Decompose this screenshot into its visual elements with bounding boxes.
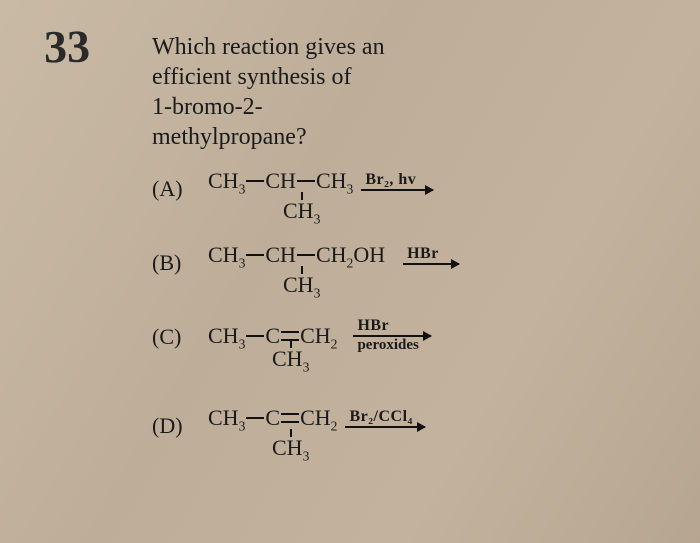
arrow-reagent: HBr xyxy=(353,318,393,335)
reaction-arrow: Br₂/CCl₄ xyxy=(345,409,425,428)
chem-sub: 3 xyxy=(303,448,310,463)
chem-text: CH xyxy=(283,272,314,297)
chem-text: CH xyxy=(283,198,314,223)
option-C-branch: CH3 xyxy=(272,340,309,370)
chem-sub: 3 xyxy=(347,181,354,196)
option-C: (C) CH3 C CH2 HBr peroxides CH3 xyxy=(152,318,672,387)
chem-text: CH xyxy=(316,168,347,193)
arrow-line xyxy=(345,426,425,428)
arrow-line xyxy=(353,335,431,337)
arrow-reagent: Br₂, hv xyxy=(361,172,420,189)
single-bond xyxy=(246,417,264,419)
option-D: (D) CH3 C CH2 Br₂/CCl₄ CH3 xyxy=(152,407,672,461)
double-bond xyxy=(281,331,299,341)
option-D-branch: CH3 xyxy=(272,429,309,459)
chem-sub: 3 xyxy=(239,181,246,196)
chem-sub: 3 xyxy=(314,211,321,226)
page: 33 Which reaction gives an efficient syn… xyxy=(0,0,700,543)
chem-text: CH xyxy=(265,244,296,266)
chem-sub: 3 xyxy=(303,359,310,374)
chem-text: CH xyxy=(208,242,239,267)
reaction-arrow: Br₂, hv xyxy=(361,172,433,191)
chem-text: C xyxy=(265,407,280,429)
double-bond xyxy=(281,413,299,423)
chem-text: CH xyxy=(316,242,347,267)
chem-text: CH xyxy=(208,168,239,193)
stem-line-4: methylpropane? xyxy=(152,124,307,150)
chem-text: CH xyxy=(208,405,239,430)
question-body: Which reaction gives an efficient synthe… xyxy=(152,32,672,481)
option-B-row1: CH3 CH CH2OH HBr xyxy=(208,244,459,266)
stem-line-3: 1-bromo-2- xyxy=(152,94,263,120)
option-D-row1: CH3 C CH2 Br₂/CCl₄ xyxy=(208,407,425,429)
chem-text: CH xyxy=(272,346,303,371)
single-bond xyxy=(246,335,264,337)
arrow-line xyxy=(403,263,459,265)
option-A: (A) CH3 CH CH3 Br₂, hv CH3 xyxy=(152,170,672,224)
reaction-arrow: HBr peroxides xyxy=(353,318,431,353)
option-B: (B) CH3 CH CH2OH HBr CH3 xyxy=(152,244,672,298)
chem-text: CH xyxy=(272,435,303,460)
option-A-branch: CH3 xyxy=(283,192,320,222)
single-bond xyxy=(297,180,315,182)
question-number-handwritten: 33 xyxy=(44,20,91,74)
chem-sub: 3 xyxy=(239,418,246,433)
option-C-label: (C) xyxy=(152,318,192,350)
chem-text: CH xyxy=(300,405,331,430)
option-A-structure: CH3 CH CH3 Br₂, hv CH3 xyxy=(208,170,433,224)
option-A-row1: CH3 CH CH3 Br₂, hv xyxy=(208,170,433,192)
option-C-structure: CH3 C CH2 HBr peroxides CH3 xyxy=(208,318,431,387)
chem-sub: 2 xyxy=(331,418,338,433)
question-stem: Which reaction gives an efficient synthe… xyxy=(152,32,672,152)
single-bond xyxy=(246,180,264,182)
arrow-condition: peroxides xyxy=(353,337,422,353)
stem-line-2: efficient synthesis of xyxy=(152,64,352,90)
chem-sub: 3 xyxy=(314,285,321,300)
reaction-arrow: HBr xyxy=(403,246,459,265)
arrow-line xyxy=(361,189,433,191)
arrow-reagent: Br₂/CCl₄ xyxy=(345,409,416,426)
option-D-label: (D) xyxy=(152,407,192,439)
chem-text: OH xyxy=(353,242,385,267)
single-bond xyxy=(246,254,264,256)
single-bond xyxy=(297,254,315,256)
chem-text: CH xyxy=(208,323,239,348)
option-D-structure: CH3 C CH2 Br₂/CCl₄ CH3 xyxy=(208,407,425,461)
arrow-reagent: HBr xyxy=(403,246,443,263)
chem-text: CH xyxy=(265,170,296,192)
option-C-row1: CH3 C CH2 HBr peroxides xyxy=(208,318,431,353)
chem-sub: 2 xyxy=(331,336,338,351)
stem-line-1: Which reaction gives an xyxy=(152,34,385,60)
chem-sub: 3 xyxy=(239,336,246,351)
option-A-label: (A) xyxy=(152,170,192,202)
option-B-label: (B) xyxy=(152,244,192,276)
chem-sub: 3 xyxy=(239,255,246,270)
option-B-branch: CH3 xyxy=(283,266,320,296)
option-B-structure: CH3 CH CH2OH HBr CH3 xyxy=(208,244,459,298)
